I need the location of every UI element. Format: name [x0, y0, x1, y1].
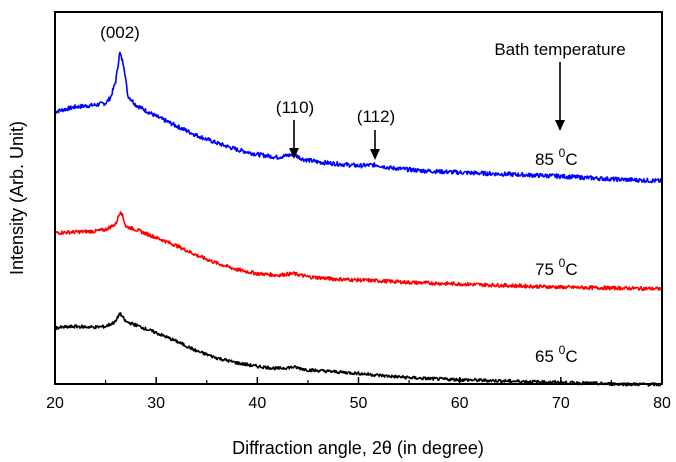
- peak-label-110: (110): [276, 98, 314, 117]
- arrow-bath-temperature: [555, 62, 565, 131]
- x-tick-labels: 20 30 40 50 60 70 80: [46, 395, 671, 412]
- x-tick-label-30: 30: [147, 395, 165, 412]
- plot-frame: [54, 11, 663, 385]
- x-tick-label-40: 40: [248, 395, 266, 412]
- series-line-2: [54, 211, 663, 292]
- x-axis-title: Diffraction angle, 2θ (in degree): [232, 438, 484, 458]
- series-label-75c: 75 0C: [535, 256, 578, 279]
- tick-marks: [54, 377, 663, 384]
- x-tick-label-70: 70: [552, 395, 570, 412]
- x-tick-label-60: 60: [451, 395, 469, 412]
- bath-temperature-label: Bath temperature: [494, 40, 625, 59]
- peak-label-002: (002): [100, 23, 140, 42]
- x-tick-label-20: 20: [46, 395, 64, 412]
- y-axis-title: Intensity (Arb. Unit): [7, 121, 27, 275]
- series-line-1: [54, 51, 663, 184]
- series-layer: [54, 51, 663, 387]
- arrow-112: [370, 130, 380, 160]
- series-label-65c: 65 0C: [535, 343, 578, 366]
- series-label-85c: 85 0C: [535, 146, 578, 169]
- arrow-110: [289, 120, 299, 159]
- series-line-3: [54, 312, 663, 387]
- x-tick-label-50: 50: [350, 395, 368, 412]
- x-tick-label-80: 80: [653, 395, 671, 412]
- peak-label-112: (112): [357, 107, 395, 126]
